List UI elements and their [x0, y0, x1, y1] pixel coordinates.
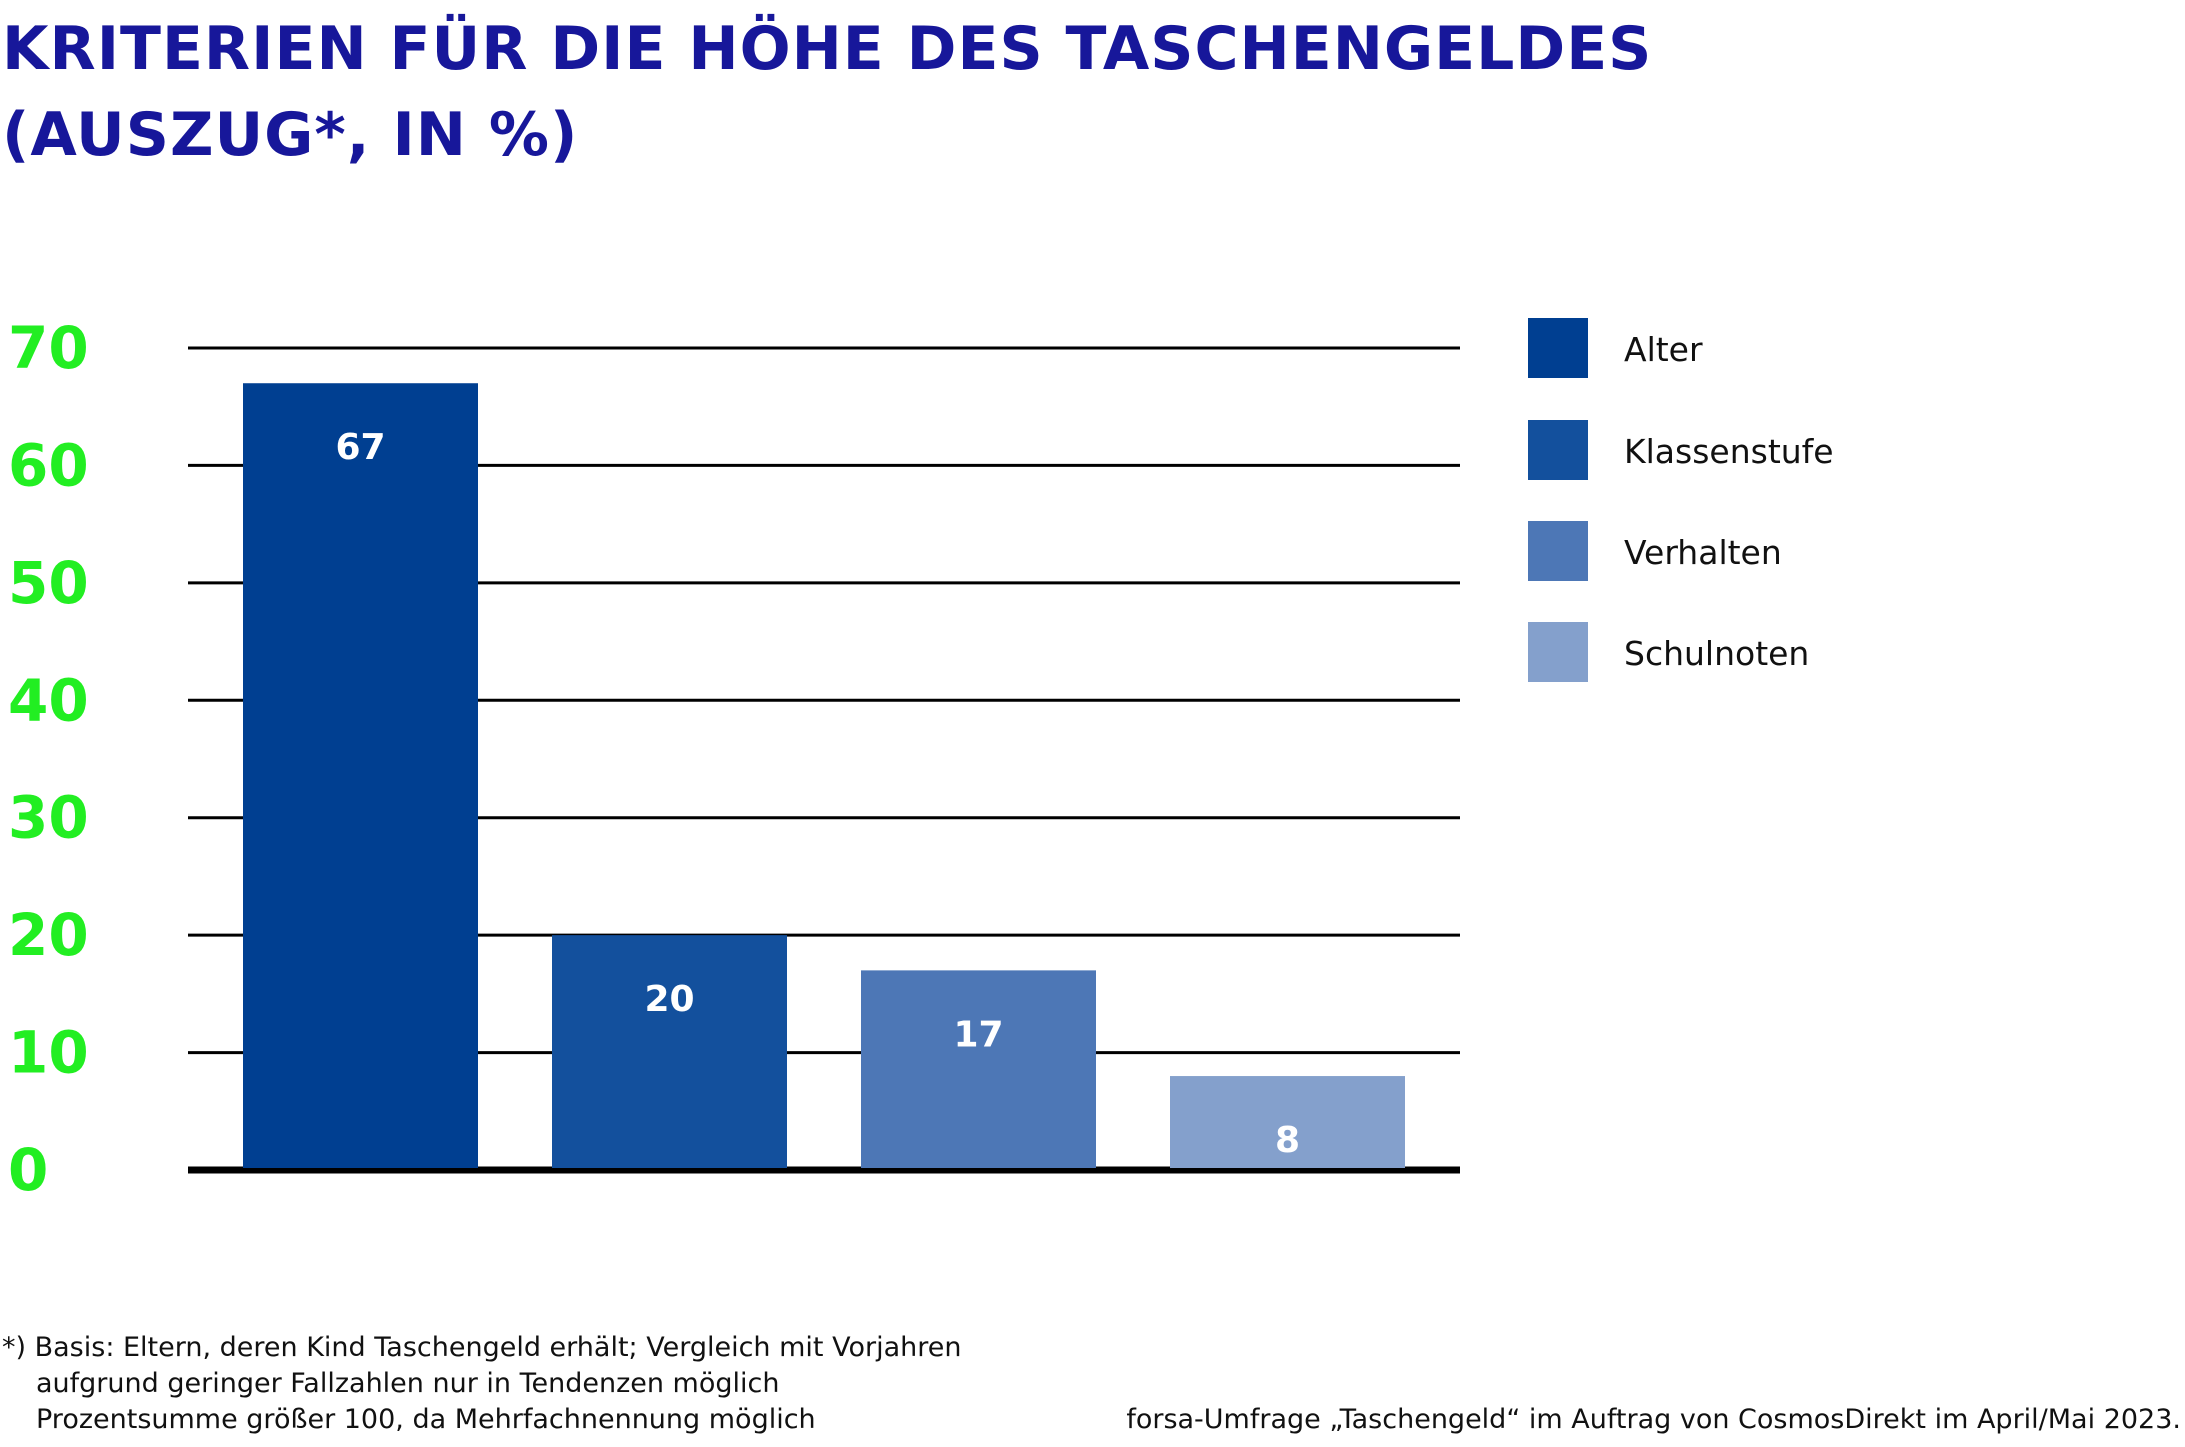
legend-swatch: [1528, 420, 1588, 480]
footnote-line-1: *) Basis: Eltern, deren Kind Taschengeld…: [2, 1332, 962, 1363]
legend: Alter Klassenstufe Verhalten Schulnoten: [1528, 318, 1834, 682]
source-note: forsa-Umfrage „Taschengeld“ im Auftrag v…: [1126, 1404, 2181, 1435]
bar-value-label: 67: [335, 427, 385, 468]
legend-label: Verhalten: [1624, 533, 1782, 572]
bar-klassenstufe: [552, 935, 787, 1168]
y-tick-label: 0: [8, 1136, 48, 1204]
footnote: *) Basis: Eltern, deren Kind Taschengeld…: [2, 1330, 1052, 1438]
legend-swatch: [1528, 521, 1588, 581]
legend-swatch: [1528, 622, 1588, 682]
bar-chart: 0 10 20 30 40 50 60 70 67 20 17 8 Alter Klassenstuf…: [8, 314, 1834, 1204]
bar-value-label: 8: [1275, 1120, 1300, 1161]
legend-swatch: [1528, 318, 1588, 378]
y-tick-label: 60: [8, 431, 89, 499]
y-tick-label: 30: [8, 784, 89, 852]
bars: [243, 383, 1405, 1168]
bar-value-label: 20: [644, 979, 694, 1020]
title-line-1: KRITERIEN FÜR DIE HÖHE DES TASCHENGELDES: [2, 14, 1653, 84]
y-tick-label: 20: [8, 901, 89, 969]
legend-label: Klassenstufe: [1624, 432, 1834, 471]
bar-value-label: 17: [953, 1014, 1003, 1055]
y-tick-label: 40: [8, 666, 89, 734]
legend-label: Schulnoten: [1624, 634, 1809, 673]
bar-verhalten: [861, 970, 1096, 1168]
y-tick-label: 10: [8, 1019, 89, 1087]
title-line-2: (AUSZUG*, IN %): [2, 100, 579, 170]
bar-schulnoten: [1170, 1076, 1405, 1168]
bar-alter: [243, 383, 478, 1168]
chart-title: KRITERIEN FÜR DIE HÖHE DES TASCHENGELDES…: [2, 6, 1902, 178]
y-tick-label: 70: [8, 314, 89, 382]
footnote-line-2: aufgrund geringer Fallzahlen nur in Tend…: [36, 1368, 780, 1399]
y-tick-label: 50: [8, 549, 89, 617]
bar-value-labels: 67 20 17 8: [335, 427, 1300, 1161]
y-axis-ticks: 0 10 20 30 40 50 60 70: [8, 314, 89, 1204]
footnote-line-3: Prozentsumme größer 100, da Mehrfachnenn…: [36, 1404, 816, 1435]
legend-label: Alter: [1624, 330, 1703, 369]
